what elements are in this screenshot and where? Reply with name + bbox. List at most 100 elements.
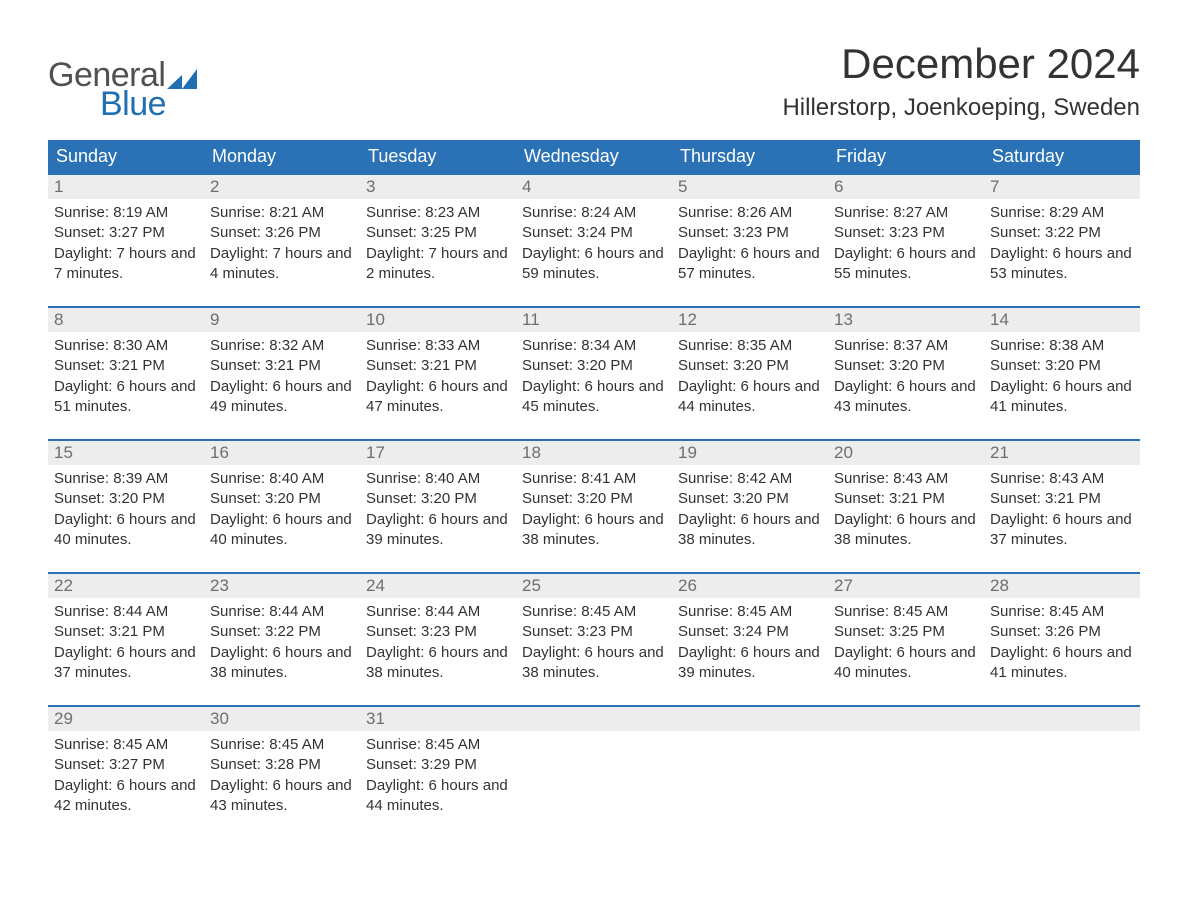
day-cell: 16Sunrise: 8:40 AMSunset: 3:20 PMDayligh… (204, 441, 360, 572)
day-number (828, 707, 984, 731)
day-number (672, 707, 828, 731)
week-row: 29Sunrise: 8:45 AMSunset: 3:27 PMDayligh… (48, 705, 1140, 838)
day-body: Sunrise: 8:40 AMSunset: 3:20 PMDaylight:… (360, 465, 516, 550)
day-number: 17 (360, 441, 516, 465)
daylight-line: Daylight: 7 hours and 7 minutes. (54, 244, 198, 285)
day-cell: 7Sunrise: 8:29 AMSunset: 3:22 PMDaylight… (984, 175, 1140, 306)
sunrise-line: Sunrise: 8:45 AM (678, 602, 822, 622)
day-cell: 29Sunrise: 8:45 AMSunset: 3:27 PMDayligh… (48, 707, 204, 838)
sunset-line: Sunset: 3:26 PM (990, 622, 1134, 642)
day-number: 22 (48, 574, 204, 598)
sunset-line: Sunset: 3:22 PM (210, 622, 354, 642)
day-number (984, 707, 1140, 731)
day-body: Sunrise: 8:24 AMSunset: 3:24 PMDaylight:… (516, 199, 672, 284)
day-body: Sunrise: 8:45 AMSunset: 3:28 PMDaylight:… (204, 731, 360, 816)
sunset-line: Sunset: 3:20 PM (366, 489, 510, 509)
day-number: 11 (516, 308, 672, 332)
week-row: 1Sunrise: 8:19 AMSunset: 3:27 PMDaylight… (48, 173, 1140, 306)
sunrise-line: Sunrise: 8:43 AM (834, 469, 978, 489)
sunset-line: Sunset: 3:23 PM (522, 622, 666, 642)
day-cell: 26Sunrise: 8:45 AMSunset: 3:24 PMDayligh… (672, 574, 828, 705)
day-body: Sunrise: 8:45 AMSunset: 3:27 PMDaylight:… (48, 731, 204, 816)
day-number: 15 (48, 441, 204, 465)
sunrise-line: Sunrise: 8:35 AM (678, 336, 822, 356)
sunset-line: Sunset: 3:20 PM (522, 356, 666, 376)
dow-cell: Friday (828, 140, 984, 173)
sunrise-line: Sunrise: 8:39 AM (54, 469, 198, 489)
daylight-line: Daylight: 7 hours and 2 minutes. (366, 244, 510, 285)
daylight-line: Daylight: 6 hours and 40 minutes. (54, 510, 198, 551)
day-cell: 28Sunrise: 8:45 AMSunset: 3:26 PMDayligh… (984, 574, 1140, 705)
day-number: 23 (204, 574, 360, 598)
day-cell: 14Sunrise: 8:38 AMSunset: 3:20 PMDayligh… (984, 308, 1140, 439)
daylight-line: Daylight: 6 hours and 38 minutes. (834, 510, 978, 551)
day-cell (672, 707, 828, 838)
sunset-line: Sunset: 3:20 PM (834, 356, 978, 376)
day-body: Sunrise: 8:21 AMSunset: 3:26 PMDaylight:… (204, 199, 360, 284)
sunrise-line: Sunrise: 8:24 AM (522, 203, 666, 223)
sunset-line: Sunset: 3:21 PM (210, 356, 354, 376)
daylight-line: Daylight: 6 hours and 38 minutes. (522, 510, 666, 551)
dow-cell: Saturday (984, 140, 1140, 173)
day-number: 7 (984, 175, 1140, 199)
day-cell: 23Sunrise: 8:44 AMSunset: 3:22 PMDayligh… (204, 574, 360, 705)
day-number: 16 (204, 441, 360, 465)
day-cell: 18Sunrise: 8:41 AMSunset: 3:20 PMDayligh… (516, 441, 672, 572)
day-body: Sunrise: 8:38 AMSunset: 3:20 PMDaylight:… (984, 332, 1140, 417)
day-cell: 22Sunrise: 8:44 AMSunset: 3:21 PMDayligh… (48, 574, 204, 705)
week-row: 15Sunrise: 8:39 AMSunset: 3:20 PMDayligh… (48, 439, 1140, 572)
day-cell: 31Sunrise: 8:45 AMSunset: 3:29 PMDayligh… (360, 707, 516, 838)
day-cell: 12Sunrise: 8:35 AMSunset: 3:20 PMDayligh… (672, 308, 828, 439)
day-body: Sunrise: 8:45 AMSunset: 3:25 PMDaylight:… (828, 598, 984, 683)
day-body: Sunrise: 8:45 AMSunset: 3:29 PMDaylight:… (360, 731, 516, 816)
day-cell (516, 707, 672, 838)
day-number: 9 (204, 308, 360, 332)
day-number: 13 (828, 308, 984, 332)
sunrise-line: Sunrise: 8:37 AM (834, 336, 978, 356)
daylight-line: Daylight: 6 hours and 57 minutes. (678, 244, 822, 285)
sunrise-line: Sunrise: 8:21 AM (210, 203, 354, 223)
sunrise-line: Sunrise: 8:40 AM (210, 469, 354, 489)
day-cell: 3Sunrise: 8:23 AMSunset: 3:25 PMDaylight… (360, 175, 516, 306)
day-number: 10 (360, 308, 516, 332)
sunrise-line: Sunrise: 8:45 AM (990, 602, 1134, 622)
sunset-line: Sunset: 3:24 PM (678, 622, 822, 642)
day-number: 24 (360, 574, 516, 598)
day-body: Sunrise: 8:45 AMSunset: 3:23 PMDaylight:… (516, 598, 672, 683)
sunrise-line: Sunrise: 8:30 AM (54, 336, 198, 356)
day-number: 3 (360, 175, 516, 199)
sunset-line: Sunset: 3:20 PM (210, 489, 354, 509)
day-number: 1 (48, 175, 204, 199)
daylight-line: Daylight: 6 hours and 38 minutes. (366, 643, 510, 684)
sunrise-line: Sunrise: 8:23 AM (366, 203, 510, 223)
day-cell: 20Sunrise: 8:43 AMSunset: 3:21 PMDayligh… (828, 441, 984, 572)
day-number: 20 (828, 441, 984, 465)
day-number: 18 (516, 441, 672, 465)
sunset-line: Sunset: 3:24 PM (522, 223, 666, 243)
day-cell: 27Sunrise: 8:45 AMSunset: 3:25 PMDayligh… (828, 574, 984, 705)
sunrise-line: Sunrise: 8:33 AM (366, 336, 510, 356)
sunset-line: Sunset: 3:20 PM (522, 489, 666, 509)
day-body: Sunrise: 8:40 AMSunset: 3:20 PMDaylight:… (204, 465, 360, 550)
daylight-line: Daylight: 6 hours and 51 minutes. (54, 377, 198, 418)
day-body: Sunrise: 8:41 AMSunset: 3:20 PMDaylight:… (516, 465, 672, 550)
month-title: December 2024 (782, 40, 1140, 88)
day-cell: 19Sunrise: 8:42 AMSunset: 3:20 PMDayligh… (672, 441, 828, 572)
day-cell: 8Sunrise: 8:30 AMSunset: 3:21 PMDaylight… (48, 308, 204, 439)
header-row: General Blue December 2024 Hillerstorp, … (48, 40, 1140, 124)
sunset-line: Sunset: 3:23 PM (678, 223, 822, 243)
daylight-line: Daylight: 6 hours and 38 minutes. (678, 510, 822, 551)
day-body (828, 731, 984, 735)
sunset-line: Sunset: 3:21 PM (366, 356, 510, 376)
day-cell: 4Sunrise: 8:24 AMSunset: 3:24 PMDaylight… (516, 175, 672, 306)
sunrise-line: Sunrise: 8:45 AM (366, 735, 510, 755)
week-row: 22Sunrise: 8:44 AMSunset: 3:21 PMDayligh… (48, 572, 1140, 705)
day-body: Sunrise: 8:35 AMSunset: 3:20 PMDaylight:… (672, 332, 828, 417)
daylight-line: Daylight: 6 hours and 47 minutes. (366, 377, 510, 418)
day-body: Sunrise: 8:19 AMSunset: 3:27 PMDaylight:… (48, 199, 204, 284)
day-cell: 24Sunrise: 8:44 AMSunset: 3:23 PMDayligh… (360, 574, 516, 705)
daylight-line: Daylight: 6 hours and 39 minutes. (678, 643, 822, 684)
day-body: Sunrise: 8:44 AMSunset: 3:23 PMDaylight:… (360, 598, 516, 683)
sunrise-line: Sunrise: 8:45 AM (54, 735, 198, 755)
location-subtitle: Hillerstorp, Joenkoeping, Sweden (782, 94, 1140, 122)
